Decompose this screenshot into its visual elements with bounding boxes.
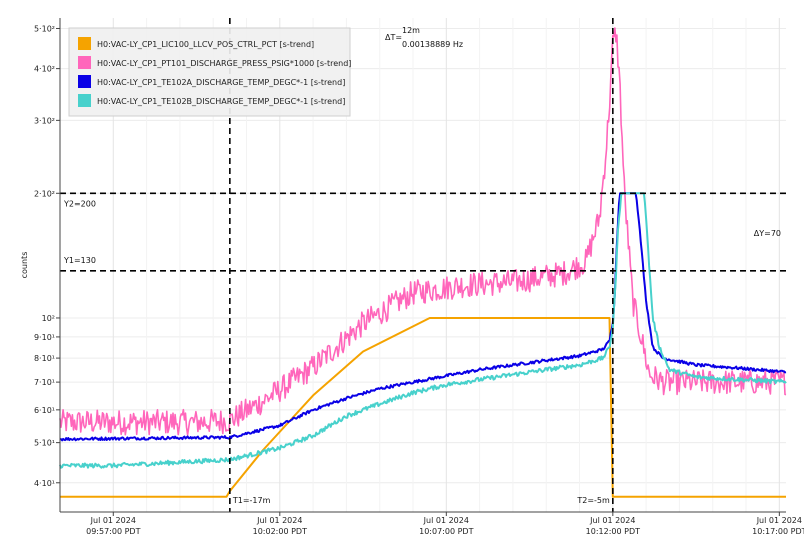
cursor-t1-label: T1=-17m [232,496,271,505]
x-axis-ticks: Jul 01 2024 09:57:00 PDT Jul 01 2024 10:02:… [86,512,804,536]
legend-swatch-4 [78,94,91,107]
legend-swatch-2 [78,56,91,69]
y-axis-ticks: 5·10² 4·10² 3·10² 2·10² 10² 9·10¹ 8·10¹ 7·10¹ 6·… [34,24,60,488]
x-tick-time: 10:02:00 PDT [253,527,307,536]
x-tick-time: 09:57:00 PDT [86,527,140,536]
y-axis-label: counts [20,252,29,279]
cursor-y1-label: Y1=130 [63,256,96,265]
delta-y-label: ΔY=70 [754,229,781,238]
x-tick-date: Jul 01 2024 [256,516,302,525]
grid [60,18,786,512]
x-tick-time: 10:17:00 PDT [752,527,804,536]
y-tick-label: 7·10¹ [34,378,55,387]
legend-entry-2: H0:VAC-LY_CP1_PT101_DISCHARGE_PRESS_PSIG… [97,59,351,68]
y-tick-label: 6·10¹ [34,406,55,415]
x-tick-time: 10:07:00 PDT [419,527,473,536]
series-line-1[interactable] [60,317,786,498]
y-tick-label: 8·10¹ [34,354,55,363]
x-tick-date: Jul 01 2024 [756,516,802,525]
delta-t-prefix: ΔT= [385,33,402,42]
y-tick-label: 9·10¹ [34,333,55,342]
x-tick-time: 10:12:00 PDT [586,527,640,536]
y-tick-label: 2·10² [34,189,55,198]
y-tick-label: 3·10² [34,116,55,125]
y-tick-label: 4·10² [34,65,55,74]
x-tick-date: Jul 01 2024 [589,516,635,525]
legend-swatch-1 [78,37,91,50]
legend-entry-3: H0:VAC-LY_CP1_TE102A_DISCHARGE_TEMP_DEGC… [97,78,345,87]
legend: H0:VAC-LY_CP1_LIC100_LLCV_POS_CTRL_PCT [… [68,27,351,117]
legend-entry-4: H0:VAC-LY_CP1_TE102B_DISCHARGE_TEMP_DEGC… [97,97,345,106]
delta-t-value: 12m [402,26,420,35]
series-line-4[interactable] [59,192,787,469]
x-tick-date: Jul 01 2024 [90,516,136,525]
cursor-y2-label: Y2=200 [63,199,96,208]
legend-swatch-3 [78,75,91,88]
legend-entry-1: H0:VAC-LY_CP1_LIC100_LLCV_POS_CTRL_PCT [… [97,40,314,49]
x-tick-date: Jul 01 2024 [423,516,469,525]
series-lines [59,27,787,498]
y-tick-label: 4·10¹ [34,479,55,488]
delta-t-frequency: 0.00138889 Hz [402,40,463,49]
legend-box [68,27,351,117]
y-tick-label: 5·10² [34,24,55,33]
cursor-annotations: T1=-17m T2=-5m Y1=130 Y2=200 ΔT=12m 0.0013888… [63,26,781,505]
series-line-2[interactable] [59,27,787,436]
y-tick-label: 10² [42,314,55,323]
cursor-t2-label: T2=-5m [576,496,610,505]
y-tick-label: 5·10¹ [34,439,55,448]
